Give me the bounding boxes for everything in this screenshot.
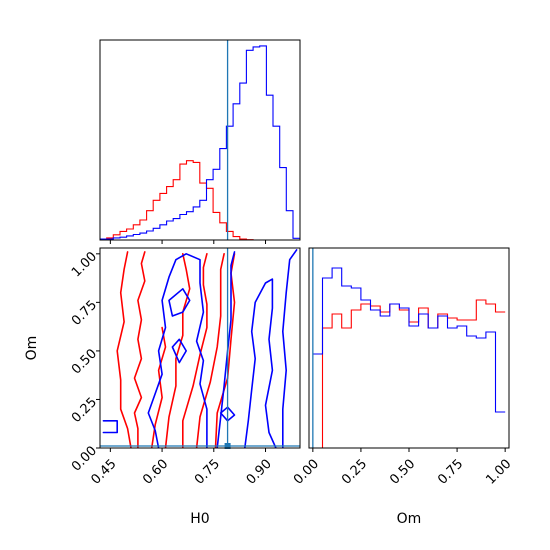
contour-series-0-line-0	[116, 251, 132, 448]
contour-series-1-line-6	[244, 278, 277, 448]
contour-series-0-line-1	[133, 251, 146, 448]
contour-ytick-label-2: 0.50	[69, 346, 100, 377]
truth-marker	[224, 443, 231, 449]
hist-h0-frame	[99, 39, 301, 241]
xlabel-om: Om	[397, 511, 422, 527]
contour-series-1-line-0	[102, 420, 118, 434]
contour-xtick-label-3: 0.90	[244, 457, 275, 488]
contour-series-1-line-7	[282, 249, 298, 448]
contour-series-0-line-3	[164, 253, 191, 448]
contour-xtick-label-0: 0.45	[89, 457, 120, 488]
hist-H0-series-1	[100, 45, 300, 240]
contour-series-1-line-2	[168, 288, 191, 317]
hist-om-xtick-label-3: 0.75	[435, 457, 466, 488]
contour-frame	[99, 247, 301, 449]
hist-om-xtick-label-1: 0.25	[339, 457, 370, 488]
hist-om-panel: 0.00 0.25 0.50 0.75 1.00 Om	[291, 247, 514, 527]
contour-series-1-line-5	[219, 406, 236, 422]
contour-xtick-label-1: 0.60	[140, 457, 171, 488]
hist-h0-panel	[99, 39, 301, 244]
contour-series-0-line-2	[150, 326, 167, 448]
hist-Om-series-1	[312, 267, 506, 413]
contour-ytick-label-4: 1.00	[69, 249, 100, 280]
ylabel-om: Om	[24, 336, 40, 361]
contour-series-1-line-1	[147, 253, 208, 448]
contour-ytick-label-3: 0.75	[69, 298, 100, 329]
hist-om-xtick-label-2: 0.50	[387, 457, 418, 488]
hist-om-xtick-label-4: 1.00	[483, 457, 514, 488]
xlabel-h0: H0	[190, 511, 209, 527]
contour-series-1-line-3	[171, 338, 187, 364]
contour-xtick-label-2: 0.75	[192, 457, 223, 488]
hist-om-xtick-label-0: 0.00	[291, 457, 322, 488]
contour-ytick-label-1: 0.25	[69, 395, 100, 426]
contour-series-0-line-5	[195, 253, 225, 448]
contour-series-0-line-4	[182, 253, 208, 448]
hist-om-frame	[308, 247, 510, 449]
contour-panel: 0.45 0.60 0.75 0.90 0.000.250.500.751.00 H0…	[24, 247, 301, 527]
